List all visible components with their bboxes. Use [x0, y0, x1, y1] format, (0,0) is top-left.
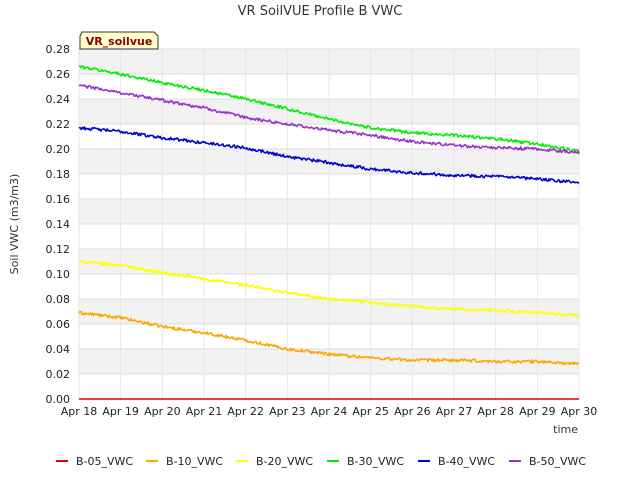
- chart-title: VR SoilVUE Profile B VWC: [238, 4, 403, 19]
- y-tick-label: 0.18: [46, 168, 71, 181]
- annotation-text: VR_soilvue: [86, 35, 153, 48]
- x-tick-label: Apr 24: [311, 405, 348, 418]
- y-tick-label: 0.12: [46, 243, 71, 256]
- series-line-b-30-vwc: [78, 65, 580, 154]
- x-tick-label: Apr 28: [477, 405, 514, 418]
- series-line-b-40-vwc: [78, 126, 580, 184]
- y-tick-label: 0.20: [46, 143, 71, 156]
- x-tick-label: Apr 18: [61, 405, 98, 418]
- x-tick-label: Apr 27: [436, 405, 473, 418]
- y-axis-label: Soil VWC (m3/m3): [8, 174, 21, 275]
- y-tick-label: 0.00: [46, 393, 71, 406]
- x-tick-label: Apr 21: [186, 405, 223, 418]
- y-tick-label: 0.02: [46, 368, 71, 381]
- legend-label: B-50_VWC: [529, 455, 586, 468]
- y-tick-label: 0.24: [46, 93, 71, 106]
- legend-label: B-20_VWC: [256, 455, 313, 468]
- y-tick-label: 0.04: [46, 343, 71, 356]
- series-line-b-20-vwc: [78, 259, 580, 318]
- annotation-badge: VR_soilvue: [79, 31, 159, 50]
- x-tick-label: Apr 22: [227, 405, 264, 418]
- legend-label: B-10_VWC: [166, 455, 223, 468]
- x-tick-label: Apr 25: [352, 405, 389, 418]
- legend-label: B-30_VWC: [347, 455, 404, 468]
- x-tick-label: Apr 29: [519, 405, 556, 418]
- x-tick-label: Apr 26: [394, 405, 431, 418]
- x-tick-label: Apr 19: [102, 405, 139, 418]
- x-tick-label: Apr 23: [269, 405, 306, 418]
- y-tick-label: 0.26: [46, 68, 71, 81]
- y-tick-label: 0.10: [46, 268, 71, 281]
- legend: B-05_VWC B-10_VWC B-20_VWC B-30_VWC B-40_VWC…: [56, 455, 586, 468]
- x-axis-label: time: [553, 423, 578, 436]
- y-tick-label: 0.16: [46, 193, 71, 206]
- y-tick-label: 0.14: [46, 218, 71, 231]
- y-tick-label: 0.28: [46, 43, 71, 56]
- x-axis-ticks: Apr 18 Apr 19 Apr 20 Apr 21 Apr 22 Apr 23 Apr …: [61, 405, 598, 418]
- x-tick-label: Apr 30: [561, 405, 598, 418]
- x-tick-label: Apr 20: [144, 405, 181, 418]
- y-axis-ticks: 0.00 0.02 0.04 0.06 0.08 0.10 0.12 0.14 0.16 0.18…: [46, 43, 71, 406]
- legend-label: B-05_VWC: [76, 455, 133, 468]
- y-tick-label: 0.06: [46, 318, 71, 331]
- y-tick-label: 0.08: [46, 293, 71, 306]
- y-tick-label: 0.22: [46, 118, 71, 131]
- series-line-b-10-vwc: [78, 310, 579, 366]
- series-line-b-50-vwc: [78, 84, 580, 155]
- series-lines: [78, 65, 580, 400]
- legend-label: B-40_VWC: [438, 455, 495, 468]
